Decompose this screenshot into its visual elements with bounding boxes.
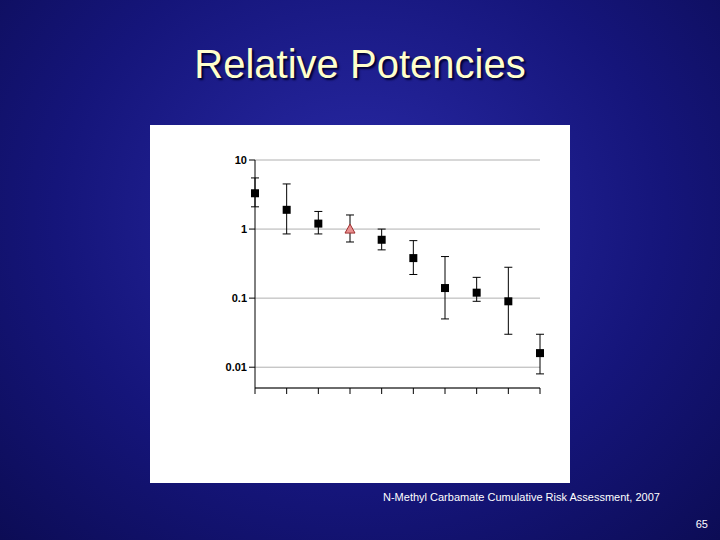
html-text:65: 65 <box>695 518 708 530</box>
svg-text:10: 10 <box>235 154 247 166</box>
html-text:N-Methyl Carbamate Cumulative: N-Methyl Carbamate Cumulative Risk Asses… <box>383 491 660 503</box>
svg-text:0.01: 0.01 <box>226 361 247 373</box>
svg-text:1: 1 <box>241 223 247 235</box>
html-text:Relative Potencies: Relative Potencies <box>194 42 526 86</box>
svg-text:0.1: 0.1 <box>232 292 247 304</box>
